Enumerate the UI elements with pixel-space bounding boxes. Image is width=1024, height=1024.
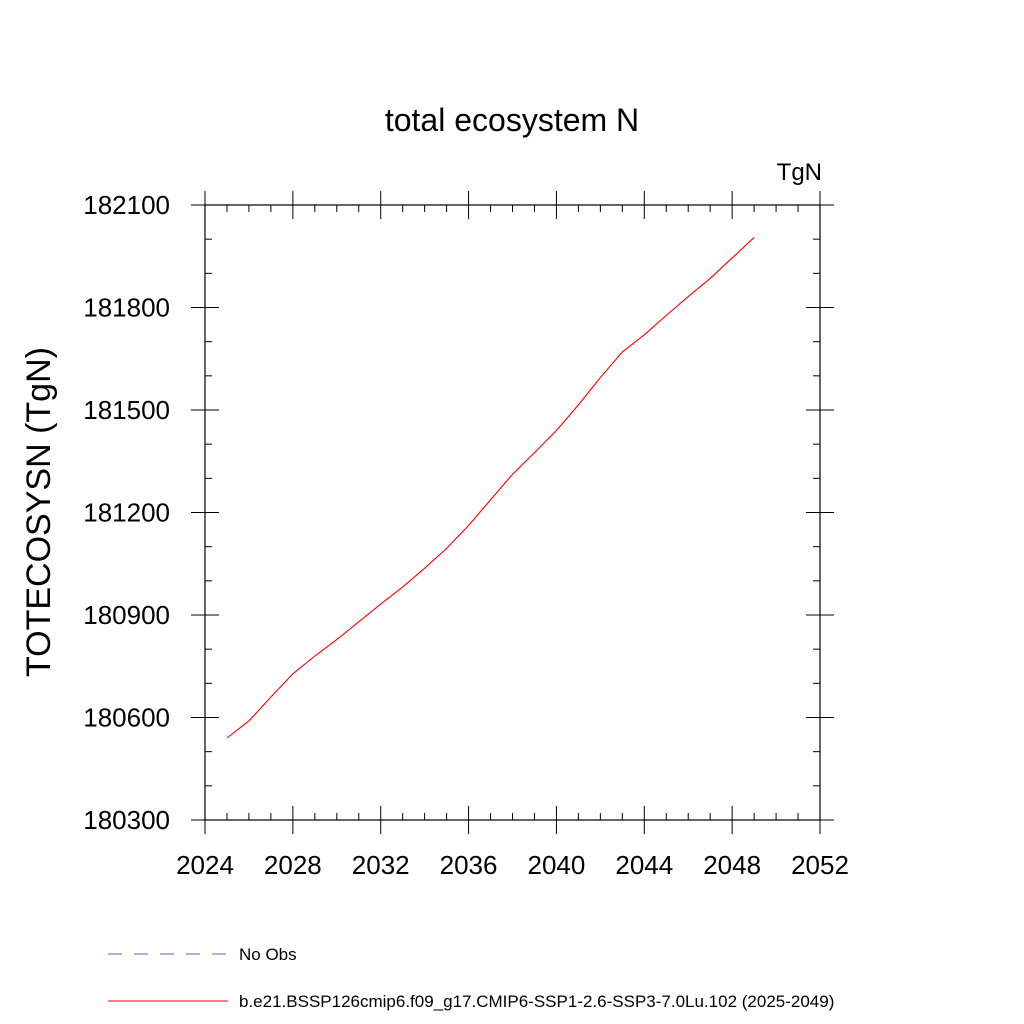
legend-label-1: b.e21.BSSP126cmip6.f09_g17.CMIP6-SSP1-2.… (239, 992, 834, 1011)
y-tick-label: 180900 (83, 600, 170, 630)
x-tick-label: 2032 (352, 850, 410, 880)
chart-title: total ecosystem N (385, 102, 639, 138)
x-tick-label: 2048 (703, 850, 761, 880)
legend: No Obs b.e21.BSSP126cmip6.f09_g17.CMIP6-S… (108, 945, 834, 1011)
x-tick-label: 2024 (176, 850, 234, 880)
series-line-1 (226, 237, 755, 739)
x-tick-label: 2028 (264, 850, 322, 880)
series-lines (226, 237, 755, 739)
x-tick-label: 2040 (528, 850, 586, 880)
y-tick-label: 181200 (83, 498, 170, 528)
y-tick-label: 180300 (83, 805, 170, 835)
x-tick-label: 2036 (440, 850, 498, 880)
legend-label-0: No Obs (239, 945, 297, 964)
y-tick-label: 181800 (83, 293, 170, 323)
unit-label: TgN (777, 159, 822, 186)
x-tick-label: 2044 (615, 850, 673, 880)
plot-area-frame (204, 204, 821, 821)
axis-ticks: 2024 2028 2032 2036 2040 2044 2048 2052 180300 18… (83, 190, 849, 880)
y-tick-label: 182100 (83, 190, 170, 220)
x-tick-label: 2052 (791, 850, 849, 880)
y-axis-label: TOTECOSYSN (TgN) (20, 347, 58, 677)
y-tick-label: 180600 (83, 703, 170, 733)
y-tick-label: 181500 (83, 395, 170, 425)
